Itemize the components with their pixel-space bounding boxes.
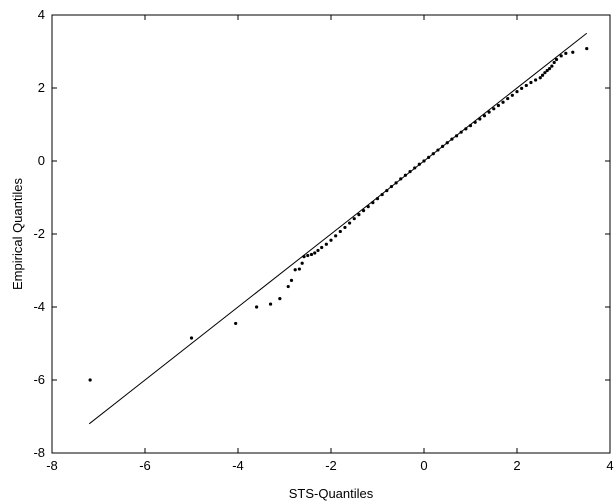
data-point: [408, 169, 412, 174]
data-point: [375, 196, 380, 201]
data-point: [538, 76, 542, 80]
data-point: [399, 177, 403, 181]
x-tick-label: -2: [325, 458, 337, 473]
data-point: [559, 54, 563, 58]
data-point: [564, 51, 568, 55]
x-tick-label: -6: [139, 458, 151, 473]
data-point: [394, 181, 398, 185]
data-point: [234, 321, 238, 326]
data-point: [361, 209, 366, 213]
data-point: [436, 148, 440, 152]
data-point: [357, 213, 361, 217]
x-tick-label: 2: [513, 458, 520, 473]
data-point: [547, 67, 552, 71]
tick-labels: -8 -6 -4 -2 0 2 4 -8 -6 -4 -2 0 2 4: [33, 7, 613, 473]
data-point: [320, 245, 324, 250]
data-point: [348, 221, 352, 225]
data-point: [445, 141, 449, 145]
data-point: [506, 96, 510, 101]
x-axis-label: STS-Quantiles: [289, 486, 374, 501]
x-tick-label: -8: [46, 458, 58, 473]
data-point: [468, 123, 473, 128]
data-point: [554, 57, 559, 62]
y-tick-label: -6: [33, 372, 45, 387]
axis-ticks: [51, 14, 611, 454]
data-point: [297, 267, 301, 271]
data-point: [529, 80, 533, 85]
data-point: [487, 110, 491, 114]
data-point: [88, 378, 92, 382]
y-tick-label: 4: [38, 7, 45, 22]
data-point: [278, 297, 282, 301]
data-point: [324, 242, 328, 246]
data-point: [366, 205, 370, 209]
y-tick-label: -8: [33, 445, 45, 460]
data-point: [524, 83, 528, 88]
data-point: [268, 302, 273, 306]
data-point: [545, 68, 549, 73]
data-point: [289, 278, 294, 282]
y-tick-label: -2: [33, 226, 45, 241]
data-point: [482, 114, 487, 118]
x-tick-label: 0: [420, 458, 427, 473]
data-point: [313, 251, 317, 255]
data-point: [334, 234, 338, 238]
data-point: [473, 120, 477, 124]
x-tick-label: -4: [232, 458, 244, 473]
x-tick-label: 4: [606, 458, 613, 473]
data-point: [316, 248, 320, 253]
reference-line: [88, 32, 588, 425]
data-point: [520, 86, 524, 90]
data-point: [550, 64, 554, 68]
data-point: [329, 238, 333, 242]
data-point: [371, 201, 375, 205]
data-point: [459, 130, 463, 134]
data-point: [189, 336, 194, 340]
y-tick-label: -4: [33, 299, 45, 314]
data-point: [309, 252, 314, 257]
y-tick-label: 0: [38, 153, 45, 168]
data-point: [585, 46, 589, 51]
data-point: [385, 188, 389, 193]
y-axis-label: Empirical Quantiles: [10, 178, 25, 290]
data-point: [478, 117, 482, 121]
data-point: [413, 166, 417, 170]
data-point: [431, 152, 435, 156]
data-point: [454, 134, 459, 138]
data-point: [464, 127, 468, 131]
y-tick-label: 2: [38, 80, 45, 95]
data-point: [515, 90, 519, 94]
data-points: [88, 46, 589, 382]
data-point: [352, 217, 356, 221]
data-point: [293, 268, 297, 272]
data-point: [417, 162, 421, 166]
data-point: [389, 184, 394, 189]
data-point: [450, 137, 454, 141]
data-point: [380, 192, 384, 197]
data-point: [540, 73, 545, 77]
data-point: [552, 60, 556, 65]
data-point: [422, 159, 426, 163]
data-point: [441, 144, 445, 148]
data-point: [543, 71, 547, 75]
data-point: [403, 173, 407, 177]
data-point: [571, 50, 575, 54]
data-point: [343, 225, 347, 230]
data-point: [302, 255, 306, 259]
data-point: [510, 93, 514, 97]
data-point: [496, 103, 500, 108]
data-point: [300, 261, 304, 265]
data-point: [492, 107, 496, 111]
data-point: [306, 253, 310, 258]
data-point: [501, 100, 505, 104]
data-point: [338, 229, 342, 234]
data-point: [534, 78, 538, 82]
data-point: [255, 305, 259, 309]
data-point: [286, 284, 290, 289]
data-point: [427, 155, 431, 159]
